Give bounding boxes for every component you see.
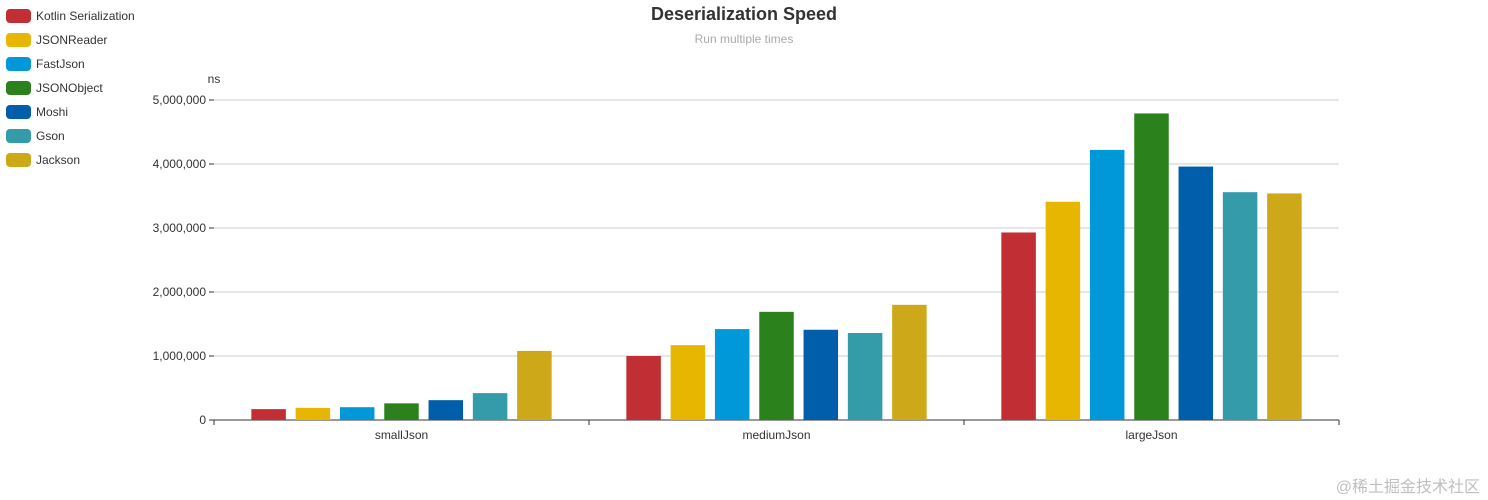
legend-label: JSONReader xyxy=(36,33,108,47)
y-tick-label: 0 xyxy=(199,413,206,427)
y-tick-label: 2,000,000 xyxy=(153,285,207,299)
y-tick-label: 5,000,000 xyxy=(153,93,207,107)
bar xyxy=(472,393,508,420)
legend-label: JSONObject xyxy=(36,81,103,95)
bar xyxy=(339,407,375,420)
bar xyxy=(384,403,419,420)
y-tick-label: 4,000,000 xyxy=(153,157,207,171)
x-tick-label: mediumJson xyxy=(742,428,810,442)
watermark: @稀土掘金技术社区 xyxy=(1335,479,1480,496)
bar xyxy=(714,329,750,420)
legend-label: FastJson xyxy=(36,57,85,71)
legend-item[interactable]: JSONReader xyxy=(6,28,135,52)
legend-label: Moshi xyxy=(36,105,69,119)
legend-swatch xyxy=(6,57,31,71)
bar xyxy=(1178,166,1214,420)
bar xyxy=(295,407,331,420)
legend-swatch xyxy=(6,129,31,143)
bar xyxy=(1001,232,1036,420)
bar xyxy=(759,311,794,420)
bar xyxy=(803,329,839,420)
legend-item[interactable]: Jackson xyxy=(6,148,135,172)
legend-label: Jackson xyxy=(36,153,81,167)
legend-item[interactable]: Kotlin Serialization xyxy=(6,4,135,28)
bar xyxy=(847,332,883,420)
y-tick-label: 3,000,000 xyxy=(153,221,207,235)
bar xyxy=(1222,192,1258,420)
legend-swatch xyxy=(6,105,31,119)
legend-swatch xyxy=(6,81,31,95)
legend-swatch xyxy=(6,153,31,167)
bar xyxy=(428,400,464,420)
legend: Kotlin Serialization JSONReader FastJson JS… xyxy=(6,4,135,172)
legend-label: Gson xyxy=(36,129,65,143)
bar xyxy=(626,356,661,420)
chart-subtitle: Run multiple times xyxy=(694,32,794,46)
bar xyxy=(517,350,552,420)
legend-label: Kotlin Serialization xyxy=(36,9,135,23)
bar xyxy=(1267,193,1302,420)
bar xyxy=(1089,149,1125,421)
legend-item[interactable]: Gson xyxy=(6,124,135,148)
x-tick-label: smallJson xyxy=(375,428,428,442)
x-tick-label: largeJson xyxy=(1125,428,1177,442)
legend-item[interactable]: JSONObject xyxy=(6,76,135,100)
chart-title: Deserialization Speed xyxy=(650,4,838,24)
legend-item[interactable]: FastJson xyxy=(6,52,135,76)
bar xyxy=(1134,113,1169,420)
bar xyxy=(670,345,706,420)
bar xyxy=(251,409,286,420)
y-axis-label: ns xyxy=(208,72,221,86)
bar xyxy=(892,304,927,420)
legend-item[interactable]: Moshi xyxy=(6,100,135,124)
bar xyxy=(1045,201,1081,420)
y-tick-label: 1,000,000 xyxy=(153,349,207,363)
legend-swatch xyxy=(6,9,31,23)
legend-swatch xyxy=(6,33,31,47)
